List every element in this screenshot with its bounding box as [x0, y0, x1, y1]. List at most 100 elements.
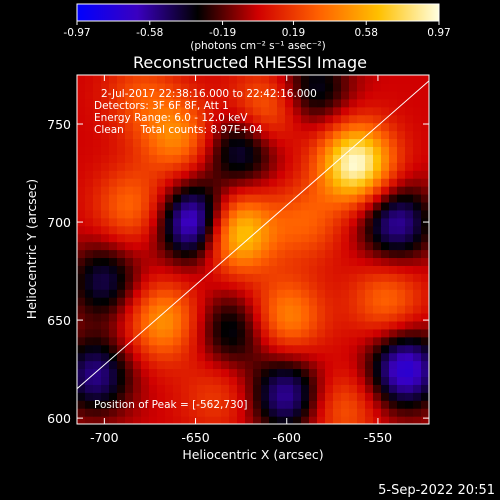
heatmap-cell	[349, 233, 358, 243]
heatmap-cell	[301, 241, 310, 251]
colorbar-ticks: -0.97 -0.58 -0.19 0.19 0.58 0.97	[63, 21, 451, 39]
heatmap-cell	[405, 233, 414, 243]
heatmap-cell	[85, 344, 94, 354]
heatmap-cell	[213, 408, 222, 417]
heatmap-cell	[221, 265, 230, 274]
heatmap-cell	[237, 233, 246, 243]
heatmap-cell	[181, 297, 190, 306]
heatmap-cell	[309, 281, 318, 290]
heatmap-cell	[221, 336, 230, 346]
heatmap-cell	[421, 297, 429, 306]
heatmap-cell	[405, 162, 414, 171]
heatmap-cell	[309, 225, 318, 235]
heatmap-cell	[325, 186, 334, 195]
heatmap-cell	[421, 344, 429, 354]
heatmap-cell	[373, 273, 382, 282]
heatmap-cell	[389, 289, 398, 298]
heatmap-cell	[197, 82, 206, 92]
heatmap-cell	[421, 201, 429, 211]
heatmap-cell	[221, 170, 230, 179]
heatmap-cell	[221, 328, 230, 338]
heatmap-cell	[101, 297, 110, 306]
heatmap-cell	[141, 122, 150, 132]
heatmap-cell	[373, 328, 382, 338]
heatmap-cell	[421, 273, 429, 282]
heatmap-cell	[421, 90, 429, 100]
heatmap-cell	[213, 193, 222, 203]
heatmap-cell	[373, 170, 382, 179]
heatmap-cell	[381, 368, 390, 378]
heatmap-cell	[333, 416, 342, 424]
heatmap-cell	[117, 328, 126, 338]
heatmap-cell	[333, 209, 342, 219]
heatmap-cell	[237, 344, 246, 354]
heatmap-cell	[309, 328, 318, 338]
heatmap-cell	[93, 90, 102, 100]
heatmap-cell	[157, 289, 166, 298]
heatmap-cell	[317, 305, 326, 314]
heatmap-cell	[413, 344, 422, 354]
heatmap-cell	[157, 328, 166, 338]
heatmap-cell	[165, 360, 174, 370]
heatmap-cell	[253, 90, 262, 100]
heatmap-cell	[109, 201, 118, 211]
heatmap-cell	[349, 265, 358, 274]
heatmap-cell	[301, 320, 310, 330]
heatmap-cell	[333, 217, 342, 227]
heatmap-cell	[253, 122, 262, 132]
heatmap-cell	[285, 400, 294, 409]
heatmap-cell	[229, 352, 238, 362]
heatmap-cell	[237, 360, 246, 370]
heatmap-cell	[333, 352, 342, 362]
heatmap-cell	[149, 106, 158, 116]
heatmap-cell	[141, 336, 150, 346]
heatmap-cell	[357, 193, 366, 203]
heatmap-cell	[173, 209, 182, 219]
heatmap-cell	[285, 281, 294, 290]
heatmap-cell	[93, 75, 102, 84]
heatmap-cell	[277, 170, 286, 179]
heatmap-cell	[77, 193, 86, 203]
heatmap-cell	[413, 146, 422, 155]
heatmap-cell	[205, 416, 214, 424]
heatmap-cell	[149, 408, 158, 417]
heatmap-cell	[349, 225, 358, 235]
heatmap-cell	[413, 193, 422, 203]
heatmap-cell	[197, 122, 206, 132]
heatmap-cell	[277, 201, 286, 211]
heatmap-cell	[397, 217, 406, 227]
heatmap-cell	[381, 360, 390, 370]
heatmap-cell	[245, 384, 254, 393]
heatmap-cell	[333, 186, 342, 195]
heatmap-cell	[237, 257, 246, 266]
heatmap-cell	[349, 376, 358, 385]
heatmap-cell	[381, 130, 390, 140]
heatmap-cell	[101, 154, 110, 163]
heatmap-cell	[213, 320, 222, 330]
heatmap-cell	[333, 106, 342, 116]
heatmap-cell	[253, 154, 262, 163]
heatmap-cell	[413, 130, 422, 140]
heatmap-cell	[133, 75, 142, 84]
heatmap-cell	[253, 217, 262, 227]
heatmap-cell	[309, 186, 318, 195]
heatmap-cell	[213, 305, 222, 314]
heatmap-cell	[421, 265, 429, 274]
heatmap-cell	[165, 193, 174, 203]
heatmap-cell	[277, 75, 286, 84]
heatmap-cell	[197, 138, 206, 147]
heatmap-cell	[373, 209, 382, 219]
heatmap-cell	[125, 233, 134, 243]
heatmap-cell	[205, 233, 214, 243]
heatmap-cell	[93, 360, 102, 370]
heatmap-cell	[277, 265, 286, 274]
heatmap-cell	[205, 400, 214, 409]
heatmap-cell	[93, 146, 102, 155]
heatmap-cell	[85, 328, 94, 338]
heatmap-cell	[141, 281, 150, 290]
heatmap-cell	[237, 82, 246, 92]
heatmap-cell	[413, 297, 422, 306]
heatmap-cell	[325, 82, 334, 92]
heatmap-cell	[101, 384, 110, 393]
heatmap-cell	[173, 233, 182, 243]
